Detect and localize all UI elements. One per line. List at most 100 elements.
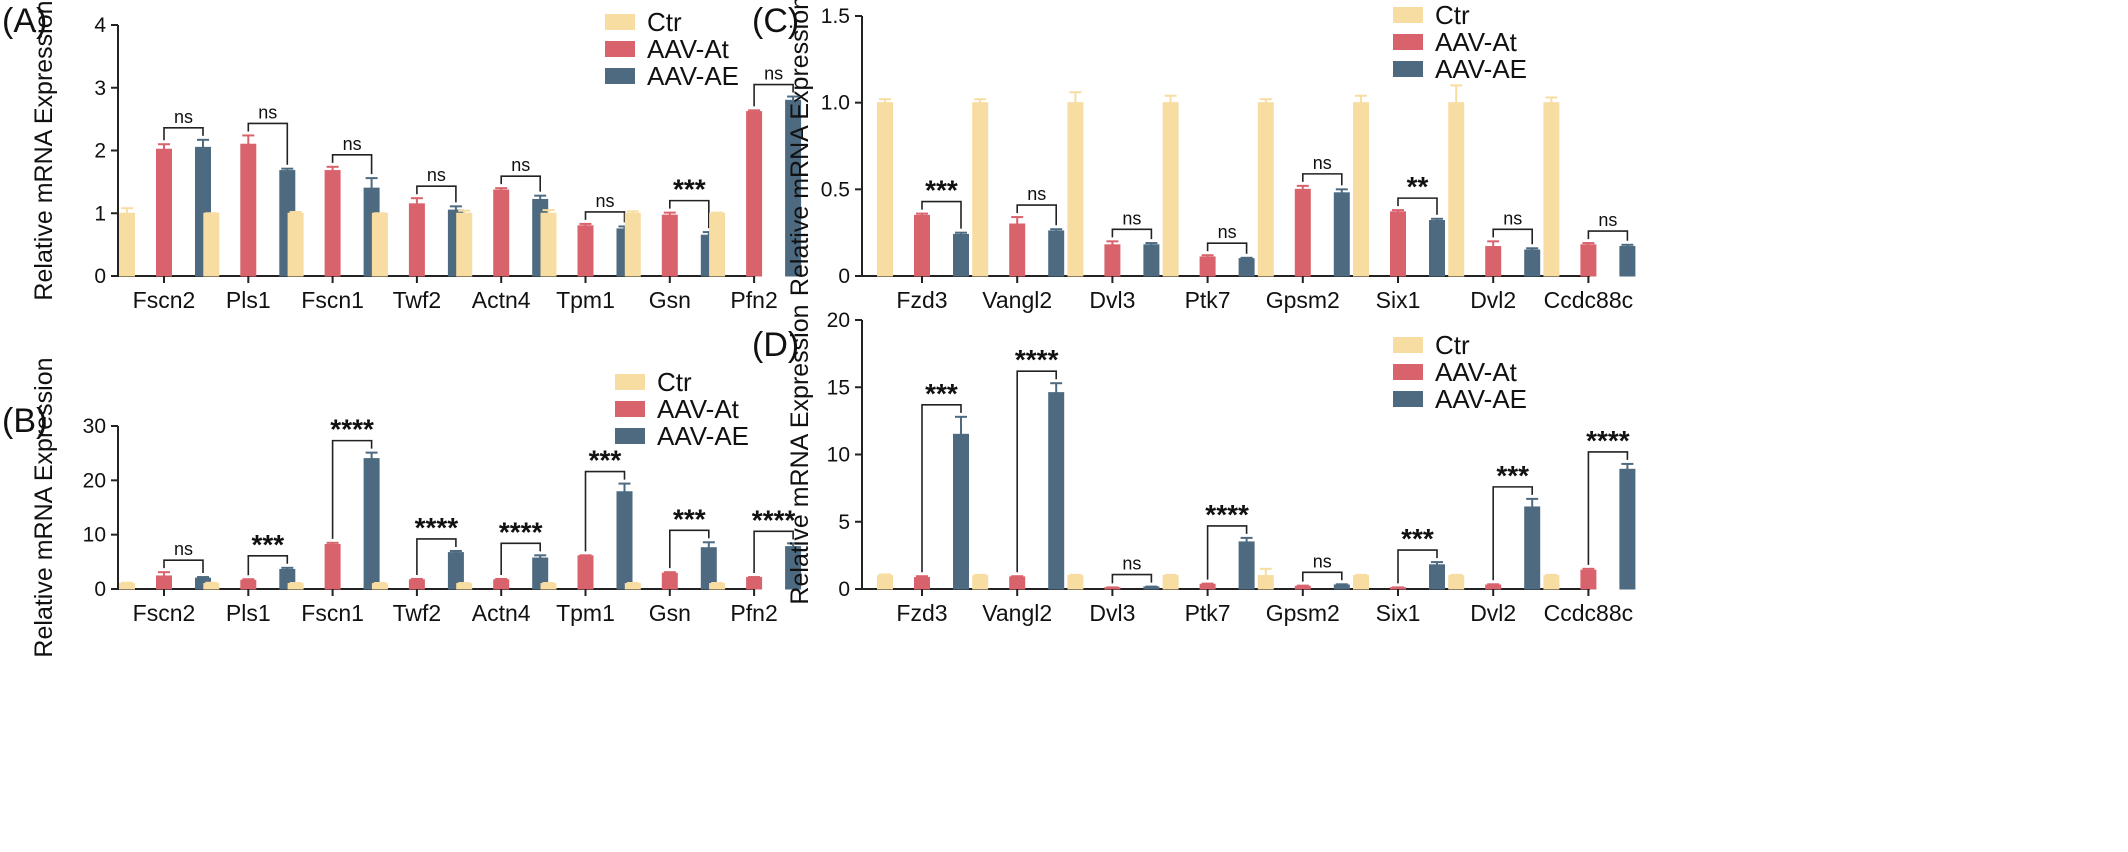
x-tick-label: Fzd3 — [896, 600, 947, 626]
bar-ctr-tpm1 — [540, 583, 557, 590]
x-tick-label: Fzd3 — [896, 287, 947, 313]
bar-aav-ae-six1 — [1429, 220, 1445, 277]
bar-ctr-twf2 — [371, 583, 388, 590]
bar-aav-ae-vangl2 — [1048, 392, 1065, 590]
bar-ctr-actn4 — [456, 212, 473, 277]
bar-aav-at-pls1 — [240, 579, 257, 590]
x-tick-label: Actn4 — [472, 287, 531, 313]
significance-bracket — [247, 122, 289, 165]
significance-label: ns — [1598, 210, 1617, 230]
y-tick-label: 2 — [94, 140, 106, 163]
significance-bracket — [1111, 228, 1153, 240]
significance-bracket — [1111, 573, 1153, 584]
bar-aav-ae-ccdc88c — [1619, 468, 1636, 590]
bar-aav-at-fzd3 — [914, 577, 930, 590]
significance-bracket — [1587, 451, 1629, 565]
bar-ctr-twf2 — [371, 212, 388, 277]
y-tick-label: 15 — [827, 376, 850, 399]
significance-label: ns — [1027, 184, 1046, 204]
chart-panel-d: (D)Relative mRNA Expression 0 5 10 15 20 Fzd3 *… — [752, 304, 1636, 626]
y-tick-label: 0 — [94, 265, 106, 288]
bar-aav-at-twf2 — [408, 579, 425, 590]
significance-label: **** — [415, 512, 459, 543]
legend-swatch-aav-ae — [605, 68, 635, 84]
significance-bracket — [1397, 549, 1438, 584]
significance-label: ns — [1218, 222, 1237, 242]
bar-aav-at-actn4 — [493, 189, 510, 277]
bar-ctr-pfn2 — [709, 212, 726, 277]
legend-label: AAV-At — [1435, 357, 1518, 387]
significance-bracket — [331, 439, 373, 539]
bar-aav-at-fzd3 — [914, 214, 930, 277]
significance-bracket — [669, 199, 710, 229]
bar-ctr-gsn — [624, 583, 641, 590]
y-tick-label: 30 — [83, 415, 106, 438]
bar-aav-ae-tpm1 — [616, 491, 633, 590]
bar-aav-ae-vangl2 — [1048, 230, 1065, 277]
bar-ctr-fscn1 — [287, 583, 304, 590]
legend-label: AAV-AE — [1435, 384, 1527, 414]
legend-label: AAV-AE — [1435, 54, 1527, 84]
bar-ctr-fscn2 — [119, 583, 135, 590]
x-tick-label: Fscn2 — [133, 600, 196, 626]
significance-bracket — [1206, 242, 1248, 254]
y-tick-label: 20 — [83, 469, 106, 492]
significance-bracket — [753, 83, 794, 107]
y-tick-label: 10 — [827, 444, 850, 467]
bar-aav-at-pfn2 — [746, 577, 763, 590]
significance-bracket — [163, 127, 204, 141]
x-tick-label: Fscn2 — [133, 287, 196, 313]
x-tick-label: Dvl3 — [1089, 287, 1135, 313]
bar-aav-at-gpsm2 — [1294, 585, 1311, 590]
x-tick-label: Dvl2 — [1470, 600, 1516, 626]
y-tick-label: 5 — [838, 511, 850, 534]
y-tick-label: 0 — [838, 578, 850, 601]
significance-bracket — [500, 542, 541, 575]
legend-swatch-aav-ae — [1393, 61, 1423, 77]
x-tick-label: Tpm1 — [556, 287, 615, 313]
significance-label: ns — [174, 107, 193, 127]
x-tick-label: Vangl2 — [982, 600, 1052, 626]
bar-aav-at-fscn1 — [324, 170, 341, 277]
significance-label: ns — [1313, 551, 1332, 571]
significance-label: ** — [1407, 171, 1429, 202]
bar-ctr-ptk7 — [1162, 575, 1179, 590]
significance-bracket — [1397, 197, 1438, 215]
bar-ctr-ccdc88c — [1543, 102, 1560, 277]
significance-label: **** — [1205, 499, 1249, 530]
x-tick-label: Pls1 — [226, 287, 271, 313]
bar-ctr-pfn2 — [709, 583, 726, 590]
legend-swatch-ctr — [1393, 7, 1423, 23]
x-tick-label: Actn4 — [472, 600, 531, 626]
legend-label: AAV-At — [1435, 27, 1518, 57]
significance-label: ns — [258, 102, 277, 122]
bar-aav-at-tpm1 — [577, 225, 594, 277]
bar-aav-at-vangl2 — [1009, 223, 1026, 277]
significance-bracket — [669, 529, 710, 569]
significance-bracket — [753, 530, 794, 574]
significance-bracket — [163, 559, 204, 574]
y-tick-label: 20 — [827, 309, 850, 332]
bar-ctr-tpm1 — [540, 212, 557, 277]
legend-label: AAV-AE — [657, 421, 749, 451]
panel-label: (B) — [2, 402, 47, 440]
significance-label: *** — [673, 174, 706, 205]
bar-aav-at-dvl2 — [1485, 246, 1502, 277]
significance-bracket — [584, 211, 626, 223]
y-axis-label: Relative mRNA Expression — [786, 0, 814, 296]
legend-label: Ctr — [657, 367, 692, 397]
significance-bracket — [331, 154, 373, 175]
significance-label: *** — [251, 529, 284, 560]
bar-aav-at-dvl2 — [1485, 584, 1502, 590]
panel-label: (A) — [2, 2, 47, 40]
significance-label: ns — [1313, 153, 1332, 173]
bar-aav-ae-six1 — [1429, 564, 1445, 590]
significance-label: *** — [1401, 523, 1434, 554]
bar-aav-at-dvl3 — [1104, 244, 1121, 277]
bar-ctr-gpsm2 — [1257, 575, 1274, 590]
significance-bracket — [1302, 173, 1343, 186]
bar-aav-ae-fzd3 — [953, 433, 969, 590]
significance-label: **** — [1015, 344, 1059, 375]
y-tick-label: 1.0 — [821, 92, 850, 115]
y-axis-label: Relative mRNA Expression — [786, 304, 814, 604]
